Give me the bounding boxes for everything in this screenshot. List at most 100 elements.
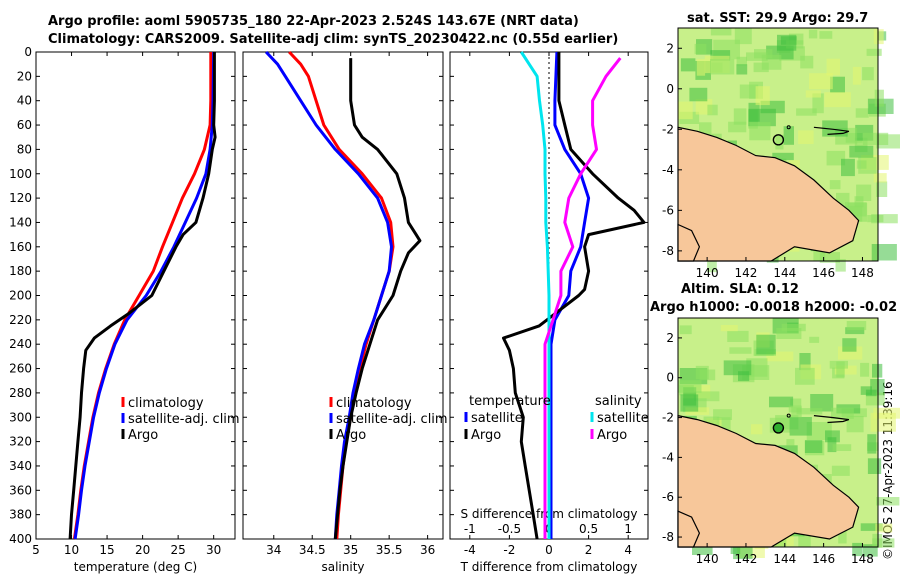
map-sea-cell (826, 58, 840, 76)
map-sea-cell (873, 407, 900, 419)
map-y-tick-label: -4 (662, 450, 674, 464)
map-sea-cell (692, 543, 713, 555)
map-sea-cell (678, 380, 702, 393)
map-sea-cell (809, 73, 833, 90)
map-sea-cell (872, 538, 895, 548)
map-sea-cell (832, 444, 852, 451)
map-sea-cell (739, 84, 759, 99)
map-sea-cell (854, 196, 864, 208)
map-sea-cell (860, 523, 883, 531)
y-tick-label: 20 (17, 69, 32, 83)
map-sea-cell (846, 416, 864, 433)
x-tick-label: 5 (32, 543, 40, 557)
x-axis-label: salinity (321, 560, 364, 574)
map-frame (677, 27, 879, 262)
map-x-tick-label: 148 (851, 552, 874, 566)
y-tick-label: 400 (9, 532, 32, 546)
map-sea-cell (783, 126, 794, 145)
y-tick-label: 280 (9, 386, 32, 400)
map-sea-cell (796, 108, 817, 116)
map2-title-line-1: Altim. SLA: 0.12 (681, 282, 799, 297)
map-x-tick-label: 142 (735, 552, 758, 566)
x-tick-label: 25 (171, 543, 186, 557)
map-y-tick-label: -6 (662, 203, 674, 217)
map-sea-cell (858, 157, 877, 174)
map-sea-cell (772, 152, 794, 161)
map-sea-cell (694, 43, 707, 55)
x-axis-label: temperature (deg C) (74, 560, 197, 574)
legend-title-salinity: salinity (595, 394, 642, 409)
map-sea-cell (796, 408, 823, 415)
map-sea-cell (734, 28, 752, 45)
map-land (677, 126, 860, 262)
y-tick-label: 40 (17, 94, 32, 108)
map-sea-cell (874, 89, 884, 107)
map-sea-cell (749, 122, 771, 141)
map-sea-cell (842, 338, 857, 352)
map-sea-cell (866, 48, 882, 56)
map-sea-cell (830, 76, 845, 93)
map-sea-cell (819, 31, 833, 39)
map-y-tick-label: -8 (662, 244, 674, 258)
map-sea-cell (710, 28, 732, 36)
map-x-tick-label: 142 (735, 266, 758, 280)
map-x-tick-label: 148 (851, 266, 874, 280)
map-y-tick-label: 2 (666, 41, 674, 55)
top-x-tick-label: 1 (624, 522, 632, 536)
map-sea-cell (680, 58, 696, 72)
map-sea-cell (766, 351, 794, 362)
map-sea-cell (825, 430, 840, 443)
map-sea-cell (696, 59, 706, 76)
map-sea-cell (862, 132, 889, 145)
map-y-tick-label: 2 (666, 331, 674, 345)
map-x-tick-label: 140 (696, 266, 719, 280)
map-sea-cell (871, 244, 897, 261)
map-sea-cell (799, 353, 811, 371)
title-line-1: Argo profile: aoml 5905735_180 22-Apr-20… (48, 14, 579, 29)
map-sea-cell (867, 458, 882, 474)
map-sea-cell (845, 327, 865, 335)
map-y-tick-label: -2 (662, 122, 674, 136)
map-sea-cell (679, 325, 692, 335)
map-sea-cell (755, 86, 770, 106)
legend-label: Argo (471, 428, 501, 443)
legend-label: satellite (597, 411, 649, 426)
x-tick-label: 15 (99, 543, 114, 557)
map-x-tick-label: 146 (812, 266, 835, 280)
map-sea-cell (829, 180, 841, 190)
map-y-tick-label: 0 (666, 82, 674, 96)
map-sea-cell (867, 434, 877, 454)
x-tick-label: 4 (624, 543, 632, 557)
map-sea-cell (790, 398, 802, 406)
map-sea-cell (781, 323, 806, 332)
map-sea-cell (838, 525, 847, 544)
map-y-tick-label: -4 (662, 163, 674, 177)
map-sea-cell (729, 347, 752, 354)
series-line-s-satellite (520, 51, 551, 539)
legend-label: climatology (128, 396, 204, 411)
map-sea-cell (841, 158, 855, 177)
map-sea-cell (751, 424, 763, 435)
map-sea-cell (728, 121, 747, 133)
map-land (677, 414, 860, 548)
map-sea-cell (852, 542, 863, 557)
map-sea-cell (805, 90, 821, 98)
map-sea-cell (795, 367, 815, 385)
x-tick-label: 0 (545, 543, 553, 557)
y-tick-label: 300 (9, 410, 32, 424)
map-x-tick-label: 144 (773, 266, 796, 280)
legend-label: Argo (336, 428, 366, 443)
map-sea-cell (860, 386, 872, 395)
map-sea-cell (813, 244, 826, 262)
y-tick-label: 100 (9, 167, 32, 181)
series-line-s-argo (543, 57, 622, 539)
map-island (813, 126, 850, 135)
map-sea-cell (809, 336, 820, 343)
map-sea-cell (852, 66, 861, 85)
x-tick-label: 10 (64, 543, 79, 557)
argo-position-marker (772, 422, 785, 434)
map-sea-cell (678, 101, 693, 120)
map-sea-cell (710, 59, 735, 75)
map-sea-cell (775, 134, 784, 150)
map-island (813, 415, 850, 424)
